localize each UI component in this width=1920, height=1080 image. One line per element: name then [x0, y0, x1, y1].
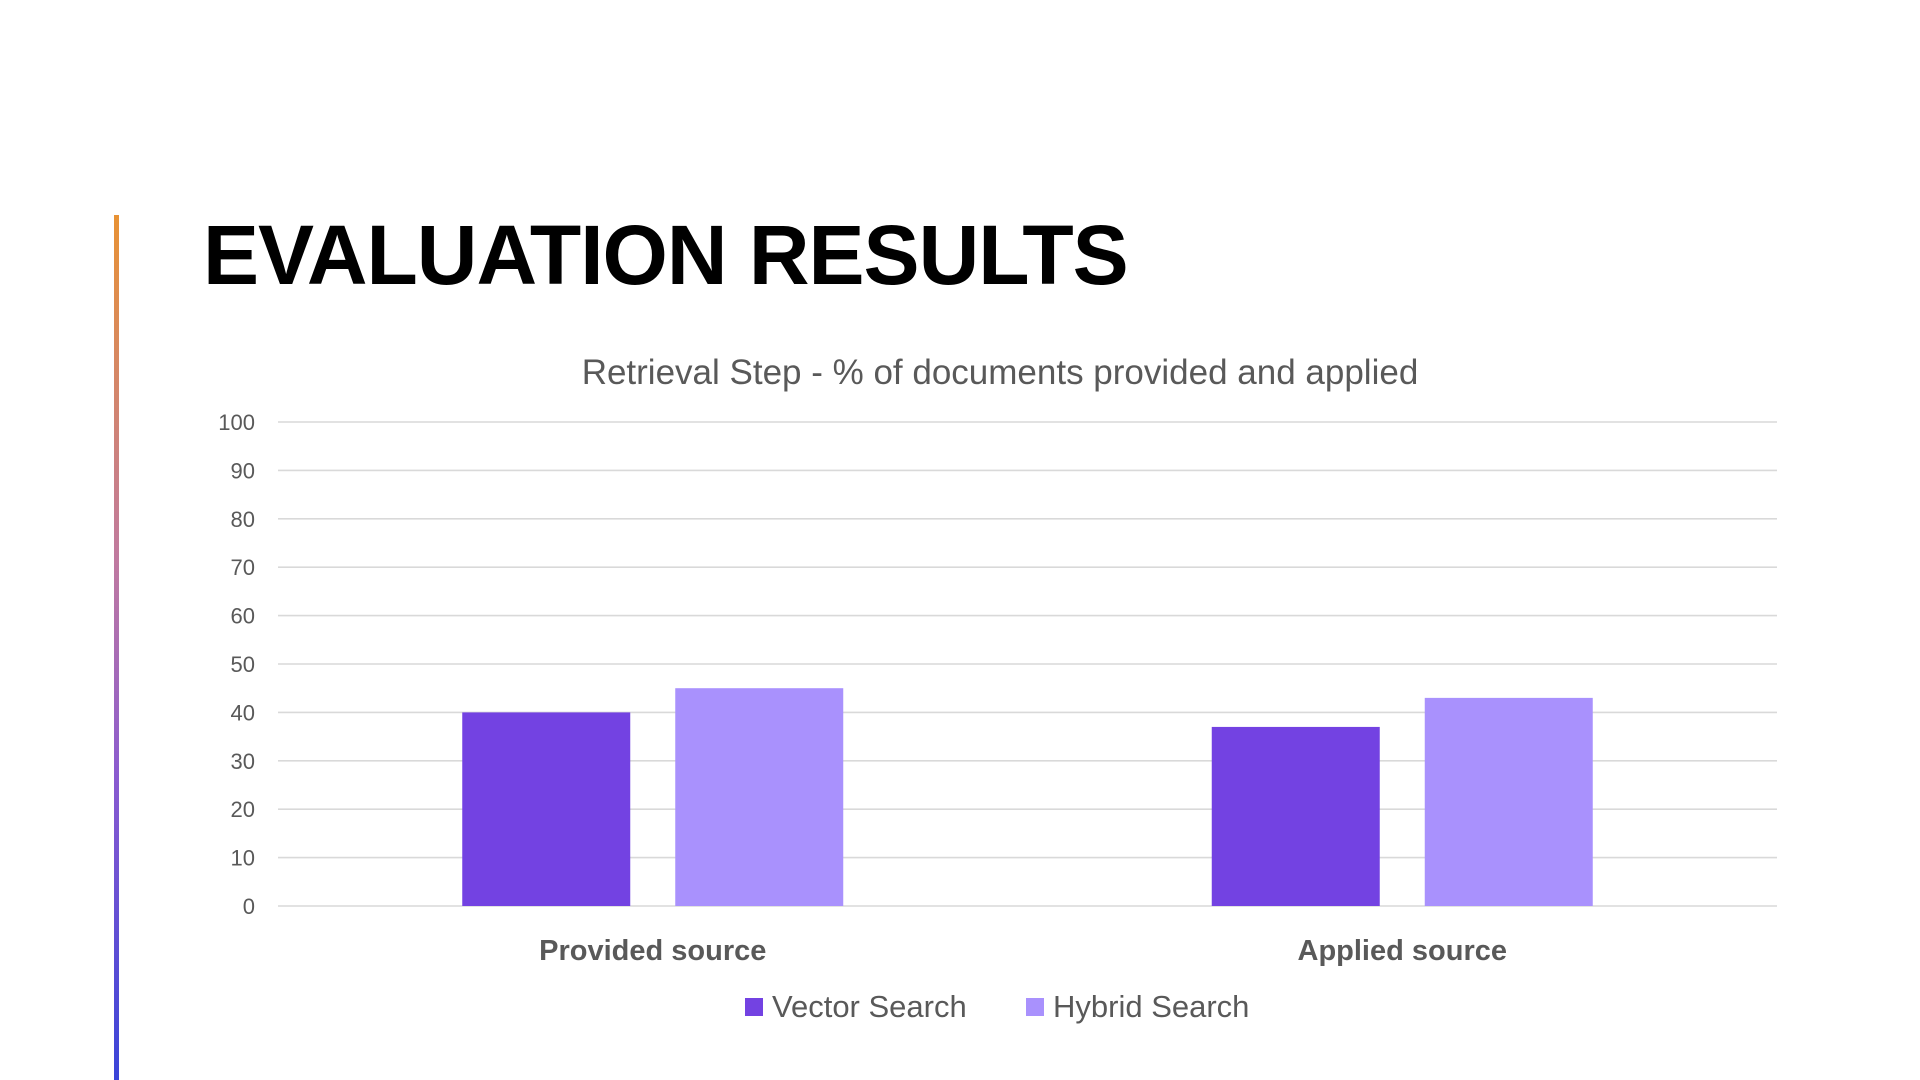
bars	[462, 688, 1593, 906]
y-tick-label: 60	[231, 604, 255, 629]
y-axis-ticks: 0 10 20 30 40 50 60 70 80 90 100	[218, 410, 255, 919]
legend-swatch	[745, 998, 763, 1016]
legend-swatch	[1026, 998, 1044, 1016]
bar-vector-search-0	[462, 712, 631, 906]
legend-label: Hybrid Search	[1053, 989, 1249, 1024]
y-tick-label: 70	[231, 555, 255, 580]
accent-bar	[114, 215, 119, 1080]
y-tick-label: 20	[231, 797, 255, 822]
y-tick-label: 30	[231, 749, 255, 774]
category-label: Applied source	[1298, 935, 1508, 967]
y-tick-label: 10	[231, 846, 255, 871]
category-label: Provided source	[539, 935, 766, 967]
y-tick-label: 40	[231, 700, 255, 725]
bar-vector-search-1	[1211, 726, 1380, 906]
chart-title: Retrieval Step - % of documents provided…	[582, 353, 1419, 392]
y-tick-label: 100	[218, 410, 255, 435]
y-tick-label: 0	[243, 894, 255, 919]
slide-title: EVALUATION RESULTS	[203, 208, 1129, 302]
category-labels: Provided source Applied source	[539, 935, 1507, 967]
legend-label: Vector Search	[772, 989, 967, 1024]
bar-hybrid-search-0	[675, 688, 844, 906]
y-tick-label: 80	[231, 507, 255, 532]
legend: Vector Search Hybrid Search	[745, 989, 1249, 1024]
y-tick-label: 50	[231, 652, 255, 677]
bar-hybrid-search-1	[1424, 697, 1593, 906]
y-tick-label: 90	[231, 458, 255, 483]
